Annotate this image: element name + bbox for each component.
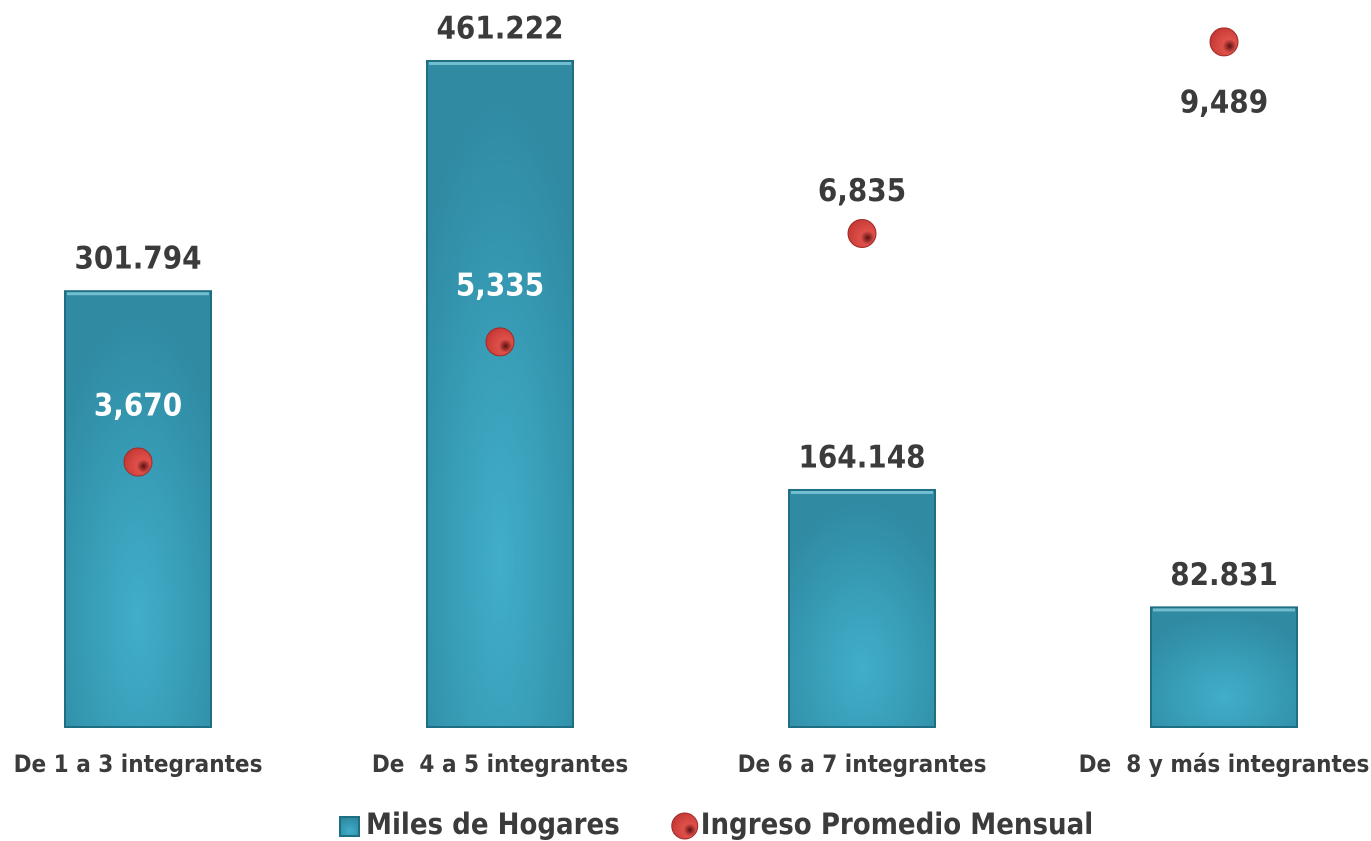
marker-value-label: 6,835 <box>818 173 906 209</box>
legend-label: Ingreso Promedio Mensual <box>701 807 1093 841</box>
x-tick-label: De 4 a 5 integrantes <box>372 750 628 778</box>
marker-value-label: 9,489 <box>1180 84 1268 120</box>
legend-swatch <box>339 816 360 837</box>
bar-highlight <box>429 61 571 65</box>
x-tick-label: De 6 a 7 integrantes <box>738 750 987 778</box>
bar-highlight <box>67 292 209 296</box>
bar <box>1150 606 1298 728</box>
marker <box>847 219 877 249</box>
bar <box>426 59 574 729</box>
bar <box>64 290 212 728</box>
marker <box>123 447 153 477</box>
bar <box>788 488 936 728</box>
legend-label: Miles de Hogares <box>366 807 620 841</box>
marker-value-label: 5,335 <box>456 267 544 303</box>
legend-swatch <box>671 812 699 840</box>
x-tick-label: De 8 y más integrantes <box>1079 750 1370 778</box>
bar-highlight <box>1153 608 1295 612</box>
bar-value-label: 461.222 <box>436 10 563 46</box>
bar-highlight <box>791 490 933 494</box>
marker <box>1209 27 1239 57</box>
bar-value-label: 164.148 <box>798 439 925 475</box>
bar-value-label: 82.831 <box>1170 557 1278 593</box>
bar-value-label: 301.794 <box>74 241 201 277</box>
x-tick-label: De 1 a 3 integrantes <box>14 750 263 778</box>
marker <box>485 327 515 357</box>
marker-value-label: 3,670 <box>94 388 182 424</box>
